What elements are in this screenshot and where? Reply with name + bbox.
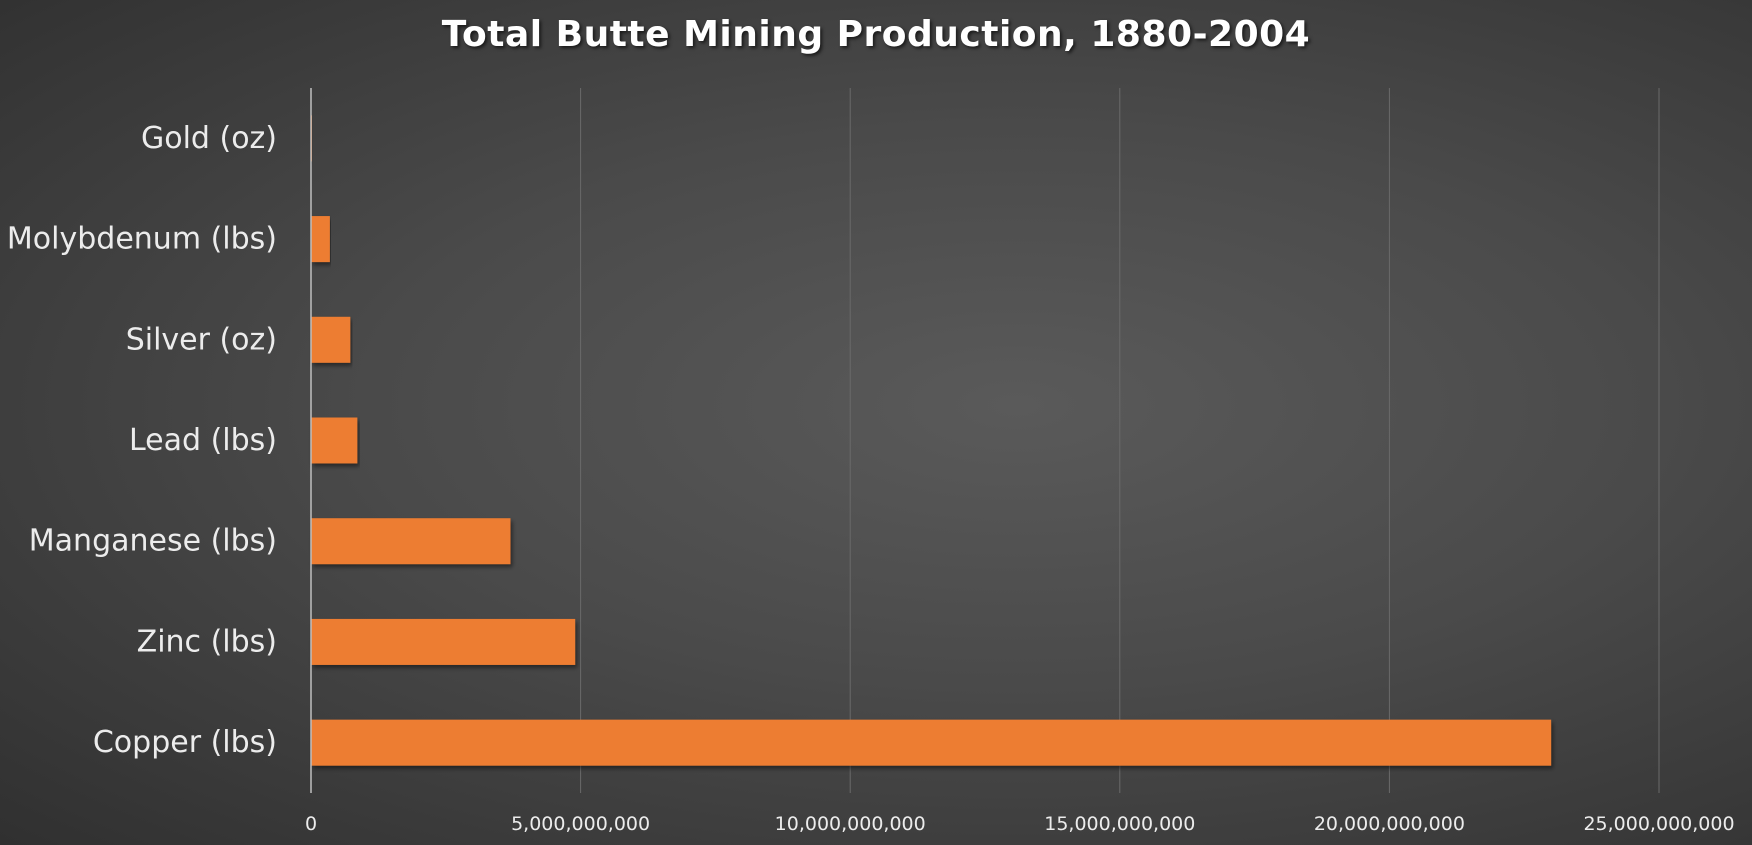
bar <box>311 216 330 263</box>
x-tick-label: 0 <box>305 813 317 835</box>
bar <box>311 719 1552 766</box>
chart-title: Total Butte Mining Production, 1880-2004 <box>441 14 1311 55</box>
x-tick-label: 15,000,000,000 <box>1044 813 1195 835</box>
bar <box>311 316 351 363</box>
x-tick-label: 25,000,000,000 <box>1583 813 1734 835</box>
bar <box>311 618 576 665</box>
bar <box>311 518 511 565</box>
x-tick-label: 20,000,000,000 <box>1314 813 1465 835</box>
category-label: Zinc (lbs) <box>137 624 277 659</box>
category-label: Lead (lbs) <box>129 423 277 458</box>
category-label: Silver (oz) <box>126 322 277 357</box>
x-tick-label: 5,000,000,000 <box>511 813 650 835</box>
category-label: Manganese (lbs) <box>29 524 277 559</box>
category-label: Copper (lbs) <box>93 725 277 760</box>
category-label: Molybdenum (lbs) <box>7 222 277 257</box>
x-tick-label: 10,000,000,000 <box>775 813 926 835</box>
category-label: Gold (oz) <box>141 121 277 156</box>
bar <box>311 417 358 464</box>
